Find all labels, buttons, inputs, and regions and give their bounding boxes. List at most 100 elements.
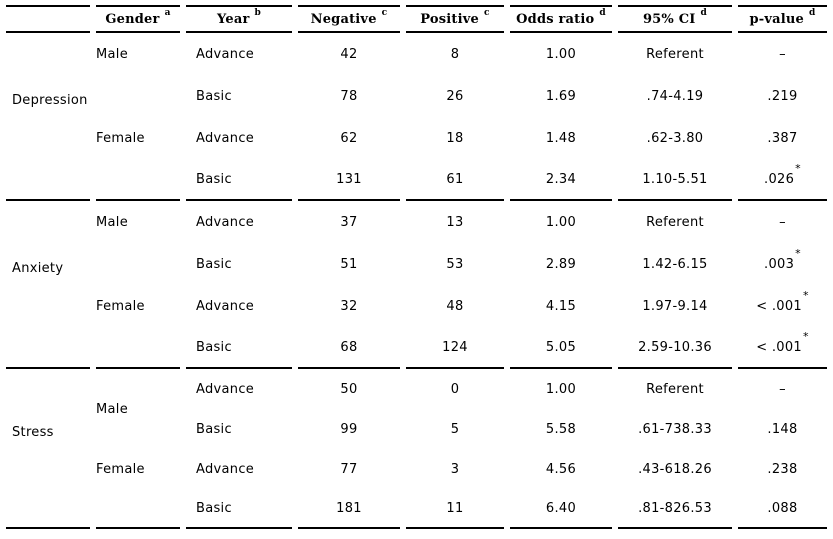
year-cell: Basic	[196, 421, 232, 437]
p-value-text: .238	[767, 461, 798, 477]
p-value-text: .088	[767, 500, 798, 516]
gender-cell	[96, 75, 180, 117]
gender-cell: Female	[96, 130, 145, 146]
p-value-text: .148	[767, 421, 798, 437]
p-value-cell: –	[738, 369, 827, 409]
p-value-cell: .026*	[738, 159, 827, 201]
positive-cell: 61	[406, 159, 504, 201]
footnote-mark-d: d	[809, 8, 816, 19]
year-cell: Advance	[196, 214, 255, 230]
header-empty	[6, 5, 90, 33]
ci-cell: Referent	[646, 214, 704, 230]
footnote-mark-d: d	[700, 8, 708, 19]
table-row: Anxiety Male Advance 37 13 1.00 Referent –	[6, 201, 827, 369]
positive-cell: 3	[450, 461, 460, 477]
year-cell: Advance	[196, 461, 255, 477]
footnote-mark-a: a	[164, 8, 171, 19]
negative-cell: 42	[340, 46, 358, 62]
year-cell: Basic	[186, 327, 292, 369]
year-cell: Basic	[186, 489, 292, 529]
significance-asterisk: *	[795, 247, 801, 261]
ci-cell: .62-3.80	[646, 130, 704, 146]
header-gender: Gender a	[96, 5, 180, 33]
odds-ratio-cell: 1.69	[545, 88, 577, 104]
negative-cell: 131	[298, 159, 400, 201]
p-value-cell: .003*	[738, 243, 827, 285]
header-95ci-label: 95% CI	[642, 11, 696, 27]
odds-ratio-cell: 2.34	[510, 159, 612, 201]
header-odds-ratio: Odds ratio d	[510, 5, 612, 33]
ci-cell: 1.42-6.15	[642, 256, 708, 272]
header-row: Gender a Year b Negative c Positive c Odds r…	[6, 5, 827, 33]
negative-cell: 37	[340, 214, 358, 230]
odds-ratio-cell: 4.56	[545, 461, 577, 477]
header-positive-label: Positive	[420, 11, 480, 27]
gender-cell: Male	[96, 214, 128, 230]
positive-cell: 0	[450, 381, 460, 397]
year-cell: Basic	[196, 256, 232, 272]
p-value-cell: .088	[738, 489, 827, 529]
gender-cell	[96, 159, 180, 201]
p-value-text: .387	[767, 130, 798, 146]
p-value-text: –	[779, 214, 786, 230]
gender-cell: Male	[96, 401, 128, 417]
ci-cell: .43-618.26	[638, 461, 712, 477]
odds-ratio-cell: 1.00	[545, 46, 577, 62]
positive-cell: 5	[450, 421, 460, 437]
ci-cell: 1.10-5.51	[618, 159, 732, 201]
year-cell: Advance	[196, 381, 255, 397]
table-row: Basic 131 61 2.34 1.10-5.51.026*	[6, 159, 827, 201]
p-value-cell: –	[738, 33, 827, 75]
ci-cell: Referent	[646, 46, 704, 62]
table-row: Basic 51 53 2.89 1.42-6.15 .003*	[6, 243, 827, 285]
negative-cell: 62	[340, 130, 358, 146]
p-value-cell: .238	[738, 449, 827, 489]
negative-cell: 51	[340, 256, 358, 272]
table-row: Basic 99 5 5.58 .61-738.33 .148	[6, 409, 827, 449]
table-row: Stress Male Advance 50 0 1.00 Referent –	[6, 369, 827, 529]
table-row: Basic 68 124 5.05 2.59-10.36 < .001*	[6, 327, 827, 369]
positive-cell: 13	[446, 214, 464, 230]
significance-asterisk: *	[802, 289, 809, 303]
positive-cell: 8	[450, 46, 460, 62]
significance-asterisk: *	[802, 330, 809, 344]
ci-cell: 2.59-10.36	[618, 327, 732, 369]
group-label: Stress	[6, 369, 90, 529]
p-value-text: < .001	[756, 339, 802, 355]
p-value-cell: .148	[738, 409, 827, 449]
ci-cell: 1.97-9.14	[642, 298, 708, 314]
odds-ratio-cell: 2.89	[545, 256, 577, 272]
ci-cell: .61-738.33	[638, 421, 712, 437]
year-cell: Advance	[196, 46, 255, 62]
header-gender-label: Gender	[105, 11, 160, 27]
ci-cell: Referent	[646, 381, 704, 397]
footnote-mark-c: c	[484, 8, 490, 19]
significance-asterisk: *	[795, 162, 801, 176]
p-value-cell: .387	[738, 117, 827, 159]
header-year: Year b	[186, 5, 292, 33]
p-value-cell: .219	[738, 75, 827, 117]
ci-cell: .81-826.53	[618, 489, 732, 529]
odds-ratio-cell: 5.05	[510, 327, 612, 369]
positive-cell: 124	[406, 327, 504, 369]
gender-cell: Female	[96, 298, 145, 314]
negative-cell: 68	[298, 327, 400, 369]
header-positive: Positive c	[406, 5, 504, 33]
gender-cell: Female	[96, 461, 145, 477]
odds-ratio-cell: 1.00	[545, 214, 577, 230]
header-p-value: p-value d	[738, 5, 827, 33]
header-p-value-label: p-value	[749, 11, 805, 27]
header-negative-label: Negative	[310, 11, 377, 27]
header-odds-ratio-label: Odds ratio	[516, 11, 595, 27]
gender-cell	[96, 489, 180, 529]
p-value-cell: –	[738, 201, 827, 243]
negative-cell: 77	[340, 461, 358, 477]
negative-cell: 32	[340, 298, 358, 314]
negative-cell: 181	[298, 489, 400, 529]
negative-cell: 78	[340, 88, 358, 104]
year-cell: Advance	[196, 298, 255, 314]
p-value-text: –	[779, 381, 786, 397]
positive-cell: 11	[406, 489, 504, 529]
negative-cell: 50	[340, 381, 358, 397]
p-value-text: –	[779, 46, 786, 62]
